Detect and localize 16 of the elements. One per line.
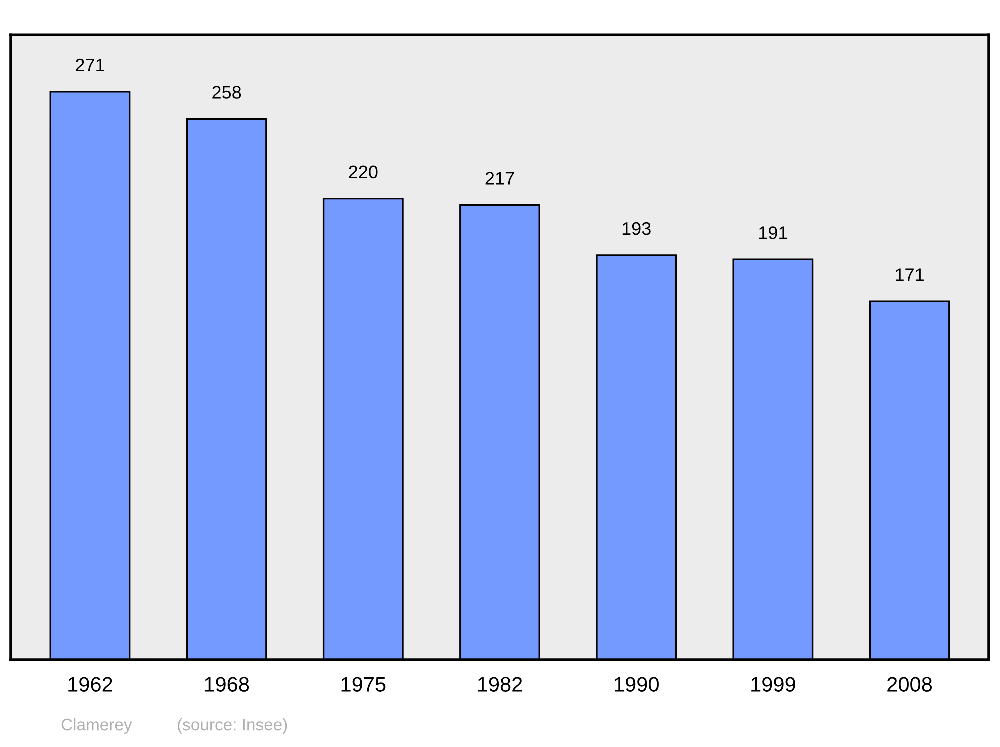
x-tick-label: 1962: [68, 677, 112, 692]
x-tick-label: 1982: [478, 677, 522, 692]
data-label: 258: [212, 86, 242, 99]
x-tick-label: 1968: [205, 677, 250, 692]
data-label: 217: [486, 172, 514, 185]
data-label: 220: [349, 166, 378, 179]
x-tick-label: 2008: [888, 677, 932, 692]
data-label: 191: [760, 226, 788, 240]
text: Clamerey: [62, 718, 132, 734]
x-tick-label: 1975: [342, 677, 386, 692]
x-tick-label: 1990: [615, 677, 659, 692]
text: (source: Insee): [178, 718, 288, 734]
data-label: 193: [622, 222, 651, 236]
x-tick-label: 1999: [752, 677, 796, 692]
data-label: 271: [76, 58, 104, 72]
data-label: 171: [896, 268, 924, 282]
